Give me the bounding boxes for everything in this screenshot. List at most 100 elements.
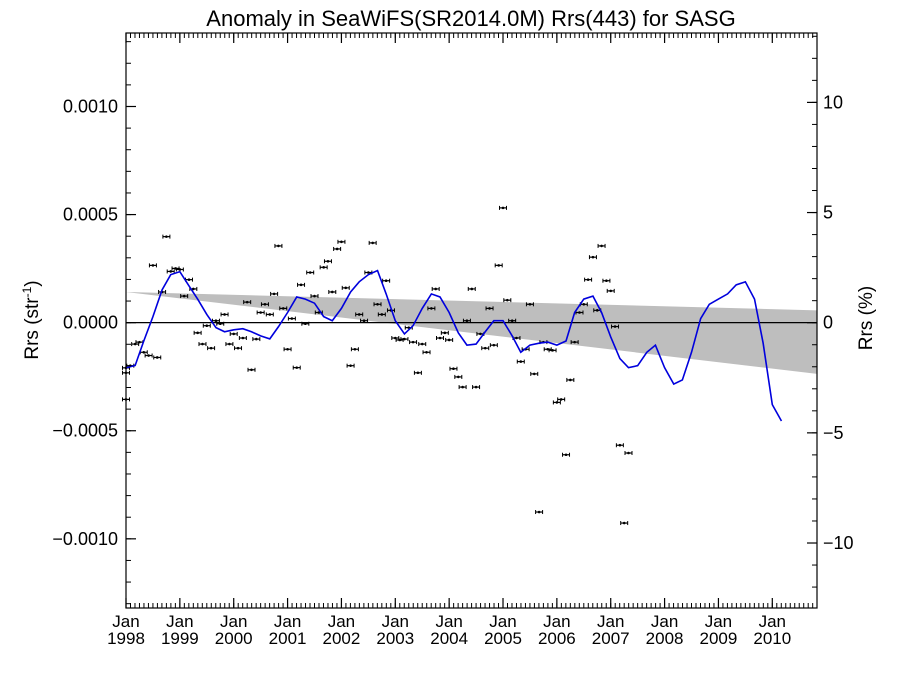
data-point [606,288,615,293]
y-tick-label: −0.0005 [52,421,118,441]
data-point [180,294,189,299]
data-point [620,521,629,526]
data-point [557,397,566,402]
y-right-tick-label: −10 [823,533,854,553]
y-right-tick-label: 5 [823,203,833,223]
y-right-tick-label: 0 [823,313,833,333]
data-point [310,294,319,299]
data-point [418,342,427,347]
x-tick-year: 2006 [538,629,576,648]
data-point [350,347,359,352]
x-tick-year: 2009 [700,629,738,648]
data-point [499,205,508,210]
x-tick-year: 2010 [753,629,791,648]
data-point [373,302,382,307]
data-point [234,346,243,351]
data-point [530,371,539,376]
data-point [431,286,440,291]
data-point [360,318,369,323]
x-axis: Jan1998Jan1999Jan2000Jan2001Jan2002Jan20… [107,33,814,648]
data-point [449,366,458,371]
data-point [552,400,561,405]
data-point [185,277,194,282]
data-point [413,370,422,375]
data-point [346,363,355,368]
data-point [472,385,481,390]
data-point [382,278,391,283]
data-point [229,331,238,336]
data-point [611,324,620,329]
x-tick-year: 2003 [376,629,414,648]
x-tick-month: Jan [220,612,247,631]
data-point [602,278,611,283]
y-axis-left-label: Rrs (str-1) [20,280,43,359]
data-point [458,385,467,390]
data-point [162,234,171,239]
data-point [323,259,332,264]
data-point [292,365,301,370]
data-point [435,336,444,341]
data-point [400,337,409,342]
x-tick-year: 2008 [646,629,684,648]
data-point [575,310,584,315]
x-tick-month: Jan [759,612,786,631]
x-tick-year: 2001 [269,629,307,648]
x-tick-year: 1999 [161,629,199,648]
plot-area [122,32,818,609]
data-point [333,246,342,251]
data-point [391,336,400,341]
data-point [440,330,449,335]
data-point [148,263,157,268]
data-point [454,374,463,379]
x-tick-month: Jan [489,612,516,631]
data-point [301,321,310,326]
x-tick-year: 2002 [323,629,361,648]
y-right-tick-label: −5 [823,423,844,443]
data-point [265,312,274,317]
data-point [279,306,288,311]
data-point [207,346,216,351]
data-point [615,443,624,448]
x-tick-year: 1998 [107,629,145,648]
y-axis-right-label: Rrs (%) [856,286,877,350]
y-tick-label: 0.0010 [63,96,118,116]
data-point [395,337,404,342]
data-point [535,510,544,515]
y-axis-left-label-close: ) [22,280,43,286]
data-point [422,350,431,355]
x-tick-month: Jan [328,612,355,631]
smoothed-anomaly-line [125,269,783,422]
data-point [328,289,337,294]
data-point [467,286,476,291]
x-tick-month: Jan [112,612,139,631]
x-tick-year: 2005 [484,629,522,648]
data-point [225,342,234,347]
x-tick-year: 2004 [430,629,468,648]
data-point [341,285,350,290]
data-point [144,353,153,358]
data-point [462,318,471,323]
data-point [508,318,517,323]
data-point [489,343,498,348]
y-axis-left: 0.0010 0.0005 0.0000 −0.0005 −0.0010 [52,41,136,605]
data-point [153,355,162,360]
data-point [570,340,579,345]
data-point [368,240,377,245]
x-tick-year: 2000 [215,629,253,648]
data-point [220,312,229,317]
data-point [166,269,175,274]
data-point [175,267,184,272]
y-right-tick-label: 10 [823,92,843,112]
data-point [584,277,593,282]
data-point [139,350,148,355]
x-tick-month: Jan [435,612,462,631]
data-points [122,205,633,526]
data-point [319,265,328,270]
data-point [256,310,265,315]
chart-title: Anomaly in SeaWiFS(SR2014.0M) Rrs(443) f… [206,6,735,31]
data-point [494,263,503,268]
data-point [562,452,571,457]
data-point [597,243,606,248]
data-point [287,316,296,321]
y-axis-right: 10 5 0 −5 −10 [807,35,854,588]
